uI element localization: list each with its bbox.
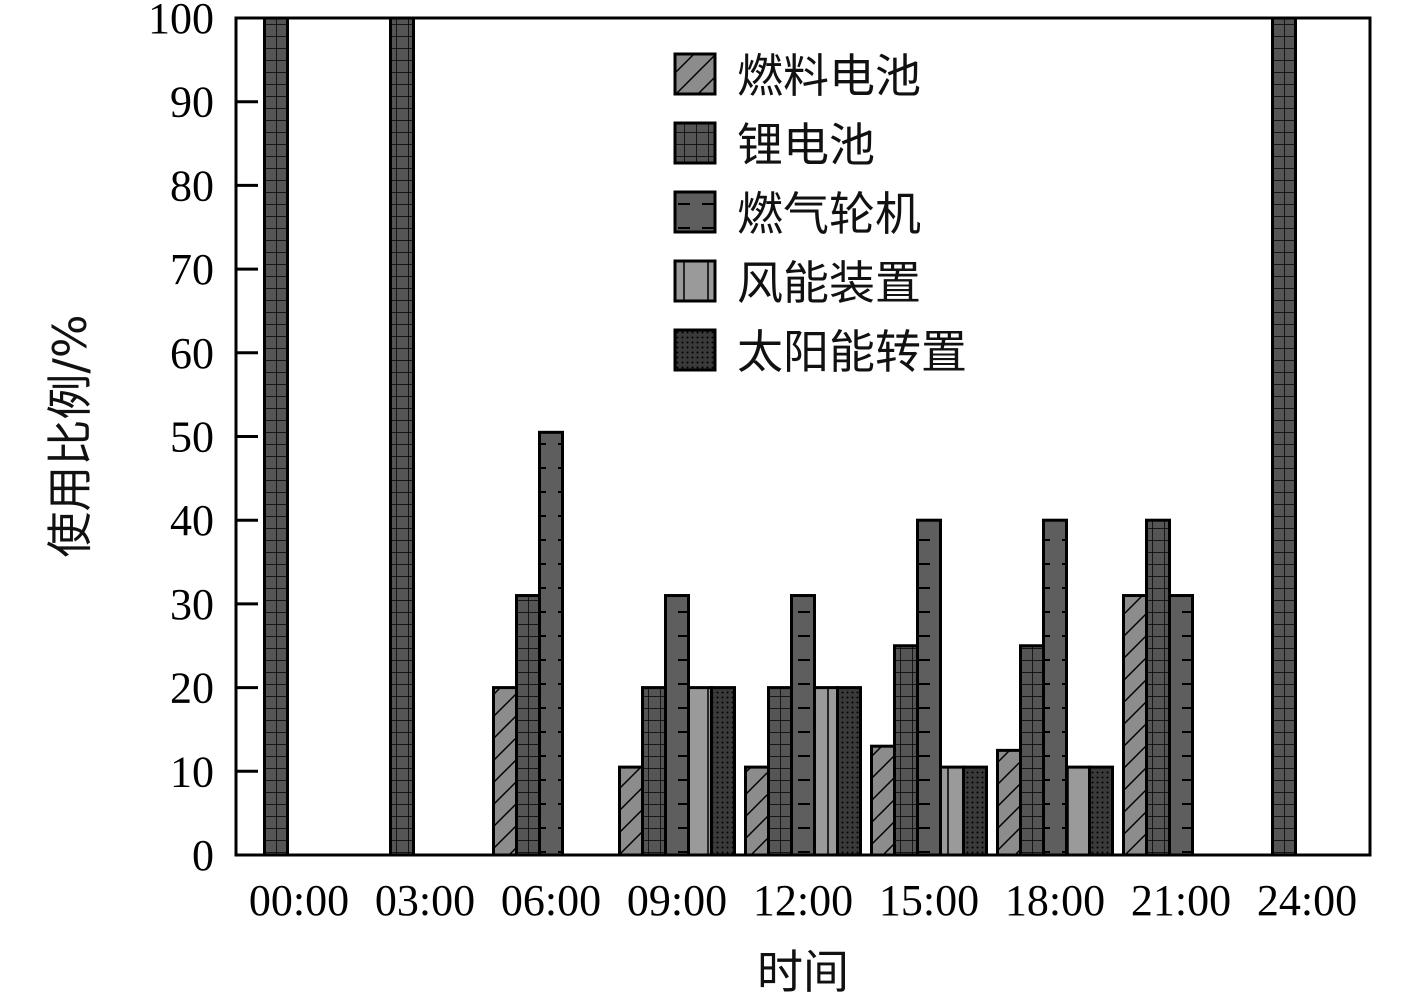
bar-4-1800	[1065, 765, 1091, 857]
bar-3-0900	[664, 594, 690, 857]
y-axis-title: 使用比例/%	[43, 314, 97, 557]
y-tick-label: 40	[170, 496, 214, 545]
bar-5-1500	[962, 765, 988, 857]
bar-2-1500	[893, 644, 919, 857]
legend-swatch-3	[673, 190, 717, 234]
bar-1-0600	[492, 686, 518, 857]
bar-2-0000	[263, 16, 289, 857]
x-tick-label: 09:00	[627, 876, 727, 925]
legend-swatch-5	[673, 328, 717, 372]
bar-2-2400	[1271, 16, 1297, 857]
bar-3-1500	[916, 518, 942, 857]
x-tick-label: 15:00	[879, 876, 979, 925]
bar-2-0600	[515, 594, 541, 857]
y-tick-label: 80	[170, 161, 214, 210]
bar-3-2100	[1168, 594, 1194, 857]
legend-swatch-2	[673, 121, 717, 165]
y-tick-label: 60	[170, 329, 214, 378]
x-tick-label: 03:00	[375, 876, 475, 925]
legend-label-4: 风能装置	[737, 256, 921, 310]
bar-4-1500	[939, 765, 965, 857]
bar-1-2100	[1122, 594, 1148, 857]
bar-1-1800	[996, 748, 1022, 857]
legend-swatch-1	[673, 52, 717, 96]
y-tick-label: 30	[170, 580, 214, 629]
x-tick-label: 00:00	[249, 876, 349, 925]
bar-1-1200	[744, 765, 770, 857]
bar-2-2100	[1145, 518, 1171, 857]
y-tick-label: 70	[170, 245, 214, 294]
bar-4-1200	[813, 686, 839, 857]
y-tick-label: 20	[170, 664, 214, 713]
y-tick-label: 0	[192, 831, 214, 880]
bar-2-0900	[641, 686, 667, 857]
bar-5-0900	[710, 686, 736, 857]
y-tick-label: 10	[170, 747, 214, 796]
y-tick-label: 90	[170, 78, 214, 127]
legend-label-2: 锂电池	[737, 118, 875, 172]
x-tick-label: 24:00	[1257, 876, 1357, 925]
x-tick-label: 21:00	[1131, 876, 1231, 925]
y-tick-label: 50	[170, 413, 214, 462]
bar-2-1800	[1019, 644, 1045, 857]
bar-5-1800	[1088, 765, 1114, 857]
bar-2-1200	[767, 686, 793, 857]
legend-label-5: 太阳能转置	[737, 325, 967, 379]
bar-4-0900	[687, 686, 713, 857]
legend-swatch-4	[673, 259, 717, 303]
bar-3-1200	[790, 594, 816, 857]
bar-3-0600	[538, 430, 564, 857]
bar-5-1200	[836, 686, 862, 857]
bar-3-1800	[1042, 518, 1068, 857]
bar-1-1500	[870, 744, 896, 857]
y-tick-label: 100	[148, 0, 214, 43]
x-tick-label: 06:00	[501, 876, 601, 925]
x-tick-label: 18:00	[1005, 876, 1105, 925]
legend-label-3: 燃气轮机	[737, 187, 921, 241]
bar-2-0300	[389, 16, 415, 857]
legend-label-1: 燃料电池	[737, 49, 921, 103]
bar-1-0900	[618, 765, 644, 857]
x-axis-title: 时间	[757, 945, 849, 998]
x-tick-label: 12:00	[753, 876, 853, 925]
